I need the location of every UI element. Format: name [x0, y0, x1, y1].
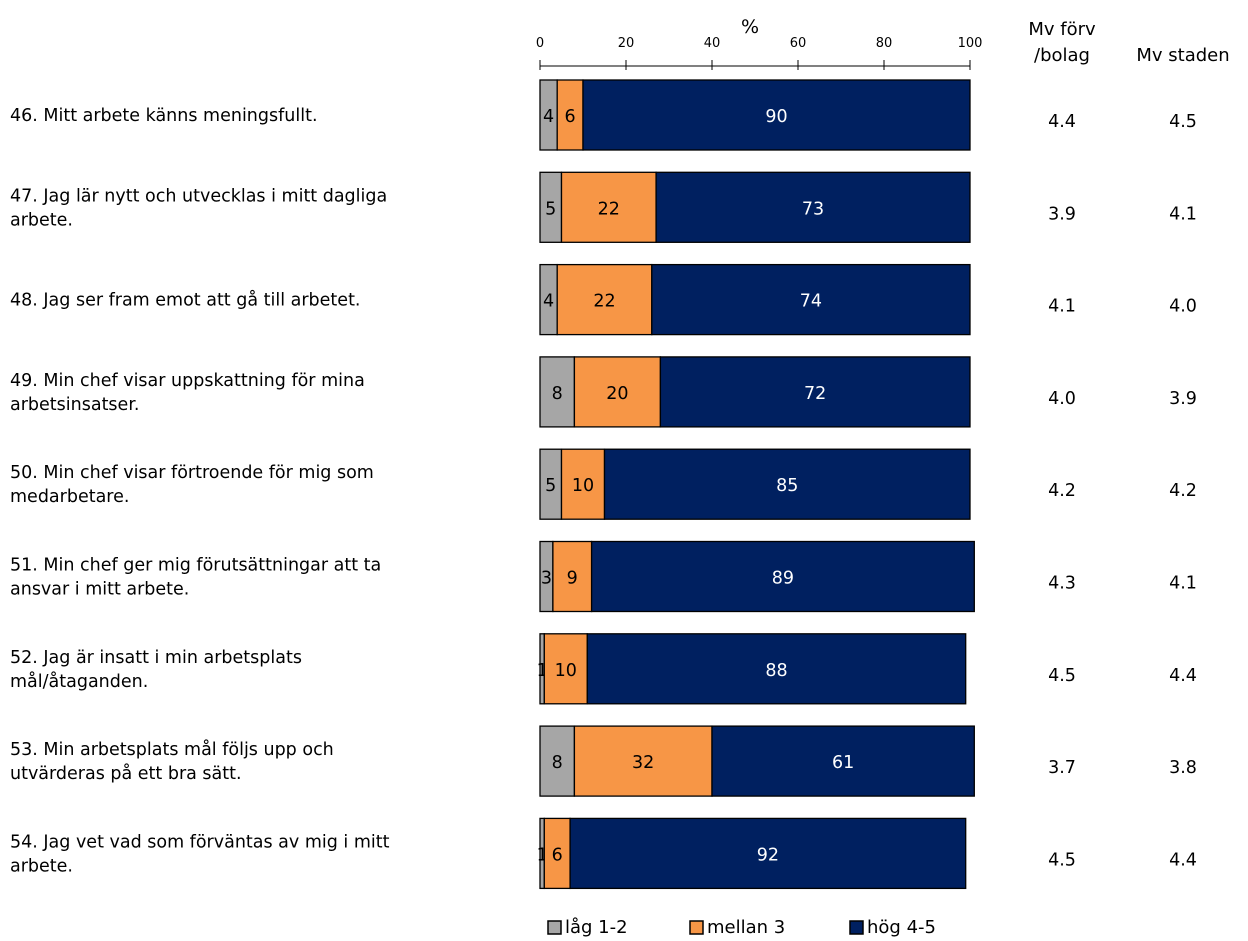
side-column-value: 4.4 — [1169, 666, 1197, 686]
question-label: 52. Jag är insatt i min arbetsplats — [10, 648, 302, 668]
question-label: 46. Mitt arbete känns meningsfullt. — [10, 106, 318, 126]
question-label: arbete. — [10, 856, 73, 876]
bar-value-label: 20 — [606, 384, 628, 404]
question-label: 48. Jag ser fram emot att gå till arbete… — [10, 290, 361, 311]
bar-value-label: 6 — [565, 107, 576, 127]
bar-value-label: 22 — [598, 199, 620, 219]
bar-value-label: 22 — [593, 292, 615, 312]
bar-segment-hog — [655, 171, 971, 243]
side-column-value: 4.0 — [1048, 389, 1076, 409]
bar-value-label: 10 — [572, 476, 594, 496]
bar-segment-mellan — [556, 263, 653, 336]
side-column-value: 4.4 — [1048, 112, 1076, 132]
bar-segment-lag — [539, 356, 576, 428]
x-tick-label: 40 — [704, 36, 721, 51]
bar-value-label: 1 — [537, 845, 548, 865]
bar-segment-hog — [582, 79, 971, 151]
x-tick-label: 0 — [536, 36, 544, 51]
bar-value-label: 6 — [552, 845, 563, 865]
bar-segment-mellan — [543, 633, 588, 705]
bar-segment-hog — [651, 263, 971, 336]
bar-segment-mellan — [573, 725, 713, 797]
bar-segment-hog — [569, 817, 967, 890]
bar-segment-mellan — [552, 540, 593, 613]
legend-label: hög 4-5 — [867, 917, 936, 938]
side-column-value: 4.5 — [1048, 666, 1076, 686]
question-label: 54. Jag vet vad som förväntas av mig i m… — [10, 832, 390, 852]
question-label: arbetsinsatser. — [10, 395, 139, 415]
side-column-header: Mv förv — [1028, 19, 1096, 40]
side-column-value: 4.3 — [1048, 574, 1076, 594]
question-label: arbete. — [10, 210, 73, 230]
bar-segment-mellan — [573, 356, 662, 428]
bar-value-label: 5 — [545, 199, 556, 219]
bar-segment-hog — [586, 633, 967, 705]
bar-value-label: 88 — [765, 661, 787, 681]
bar-value-label: 3 — [541, 569, 552, 589]
bar-value-label: 61 — [832, 753, 854, 773]
bar-value-label: 73 — [802, 199, 824, 219]
side-column-value: 4.1 — [1169, 574, 1197, 594]
side-column-value: 4.2 — [1169, 481, 1197, 501]
bar-value-label: 5 — [545, 476, 556, 496]
bar-segment-hog — [590, 540, 975, 613]
bar-value-label: 89 — [772, 569, 794, 589]
x-tick-label: 80 — [876, 36, 893, 51]
bar-value-label: 32 — [632, 753, 654, 773]
side-column-header: /bolag — [1034, 45, 1090, 66]
side-column-value: 4.1 — [1048, 297, 1076, 317]
bar-value-label: 10 — [555, 661, 577, 681]
side-column-value: 4.2 — [1048, 481, 1076, 501]
side-column-value: 4.4 — [1169, 850, 1197, 870]
bar-value-label: 85 — [776, 476, 798, 496]
bar-segment-mellan — [560, 171, 657, 243]
bar-segment-hog — [603, 448, 971, 520]
bar-value-label: 90 — [765, 107, 787, 127]
question-label: ansvar i mitt arbete. — [10, 580, 189, 600]
bar-value-label: 4 — [543, 292, 554, 312]
bar-segment-lag — [539, 725, 576, 797]
x-tick-label: 20 — [618, 36, 635, 51]
bar-segment-mellan — [543, 817, 571, 890]
side-column-value: 4.1 — [1169, 204, 1197, 224]
bar-value-label: 9 — [567, 569, 578, 589]
question-label: 51. Min chef ger mig förutsättningar att… — [10, 556, 381, 576]
side-column-value: 3.9 — [1169, 389, 1197, 409]
question-label: utvärderas på ett bra sätt. — [10, 763, 242, 784]
side-column-value: 4.5 — [1169, 112, 1197, 132]
side-column-value: 3.7 — [1048, 758, 1076, 778]
x-tick-label: 100 — [958, 36, 983, 51]
question-label: 53. Min arbetsplats mål följs upp och — [10, 739, 334, 760]
side-column-value: 3.8 — [1169, 758, 1197, 778]
legend-label: mellan 3 — [707, 917, 785, 938]
x-tick-label: 60 — [790, 36, 807, 51]
side-column-value: 4.5 — [1048, 850, 1076, 870]
question-label: medarbetare. — [10, 487, 129, 507]
side-column-value: 3.9 — [1048, 204, 1076, 224]
bar-value-label: 1 — [537, 661, 548, 681]
legend-swatch — [849, 920, 864, 935]
x-axis-title: % — [741, 16, 759, 38]
legend-swatch — [547, 920, 562, 935]
bar-value-label: 92 — [757, 845, 779, 865]
bar-value-label: 72 — [804, 384, 826, 404]
question-label: mål/åtaganden. — [10, 671, 148, 692]
question-label: 50. Min chef visar förtroende för mig so… — [10, 463, 374, 483]
bar-value-label: 4 — [543, 107, 554, 127]
legend-swatch — [689, 920, 704, 935]
bar-segment-mellan — [560, 448, 606, 520]
side-column-header: Mv staden — [1136, 45, 1229, 66]
bar-value-label: 74 — [800, 292, 822, 312]
side-column-value: 4.0 — [1169, 297, 1197, 317]
bar-value-label: 8 — [552, 384, 563, 404]
question-label: 47. Jag lär nytt och utvecklas i mitt da… — [10, 186, 387, 206]
bar-segment-hog — [659, 356, 971, 428]
bar-value-label: 8 — [552, 753, 563, 773]
question-label: 49. Min chef visar uppskattning för mina — [10, 371, 365, 391]
bar-segment-hog — [711, 725, 975, 797]
legend-label: låg 1-2 — [565, 917, 628, 938]
